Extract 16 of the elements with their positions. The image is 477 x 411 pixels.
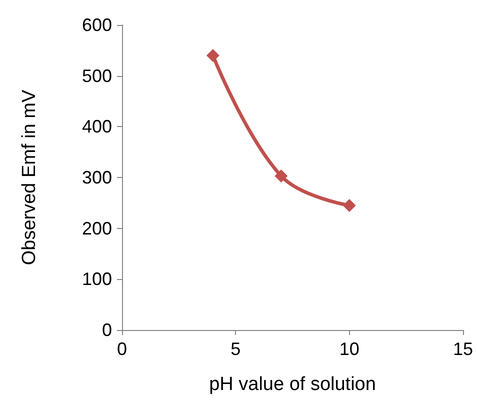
point <box>206 49 220 62</box>
x-axis-title: pH value of solution <box>209 374 376 395</box>
y-tick-label: 300 <box>82 168 112 188</box>
y-tick-label: 100 <box>82 269 112 290</box>
x-tick-label: 15 <box>452 339 474 359</box>
x-tick-label: 0 <box>116 339 128 359</box>
point <box>274 169 288 182</box>
point <box>342 198 356 212</box>
y-tick-label: 0 <box>102 320 112 340</box>
y-tick-label: 500 <box>82 66 112 86</box>
y-axis-title: Observed Emf in mV <box>19 90 40 266</box>
x-tick-label: 10 <box>339 339 360 359</box>
y-tick-label: 400 <box>82 116 112 137</box>
y-tick-label: 600 <box>82 15 112 35</box>
y-tick-label: 200 <box>82 218 112 238</box>
x-tick-label: 5 <box>230 339 241 359</box>
